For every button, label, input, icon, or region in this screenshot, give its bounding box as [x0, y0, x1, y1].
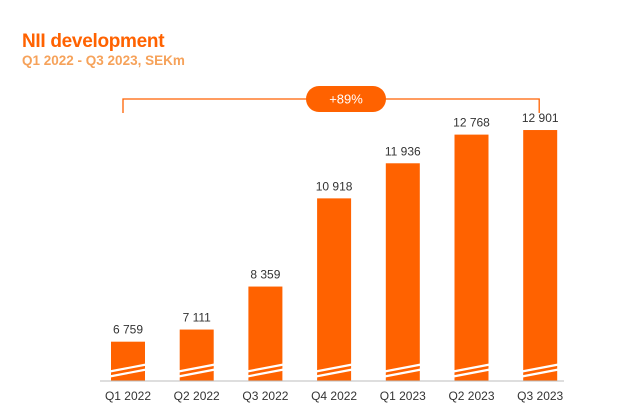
value-label: 10 918 — [316, 179, 353, 193]
value-label: 12 768 — [453, 116, 490, 130]
bar-q4-2022 — [317, 198, 352, 381]
bar-q2-2023 — [454, 134, 489, 381]
growth-bracket: +89% — [122, 86, 540, 113]
value-label: 6 759 — [113, 323, 143, 337]
x-tick-label: Q1 2023 — [380, 389, 426, 403]
chart-title: NII development — [22, 31, 165, 52]
value-label: 8 359 — [250, 268, 280, 282]
x-tick-label: Q2 2022 — [174, 389, 220, 403]
growth-label: +89% — [329, 92, 363, 107]
x-tick-label: Q1 2022 — [105, 389, 151, 403]
axis-break-mark — [244, 362, 287, 379]
value-label: 7 111 — [183, 311, 212, 325]
axis-break-mark — [450, 362, 493, 379]
value-labels-group: 6 759 7 111 8 359 10 918 11 936 12 768 12 901 — [113, 111, 559, 337]
x-tick-labels-group: Q1 2022 Q2 2022 Q3 2022 Q4 2022 Q1 2023 Q2 20… — [105, 389, 564, 403]
axis-break-mark — [175, 362, 218, 379]
bar-q3-2023 — [523, 130, 558, 381]
chart-subtitle: Q1 2022 - Q3 2023, SEKm — [22, 53, 185, 68]
bars-group — [100, 130, 564, 382]
growth-pill — [306, 86, 386, 112]
axis-break-mark — [106, 362, 150, 379]
axis-break-mark — [518, 362, 562, 379]
x-tick-label: Q3 2023 — [517, 389, 563, 403]
x-tick-label: Q2 2023 — [448, 389, 494, 403]
x-tick-label: Q3 2022 — [242, 389, 288, 403]
axis-break-mark — [381, 362, 425, 379]
x-tick-label: Q4 2022 — [311, 389, 357, 403]
bar-q1-2023 — [385, 163, 420, 381]
value-label: 11 936 — [385, 144, 421, 158]
axis-break-mark — [312, 362, 356, 379]
value-label: 12 901 — [522, 111, 559, 125]
